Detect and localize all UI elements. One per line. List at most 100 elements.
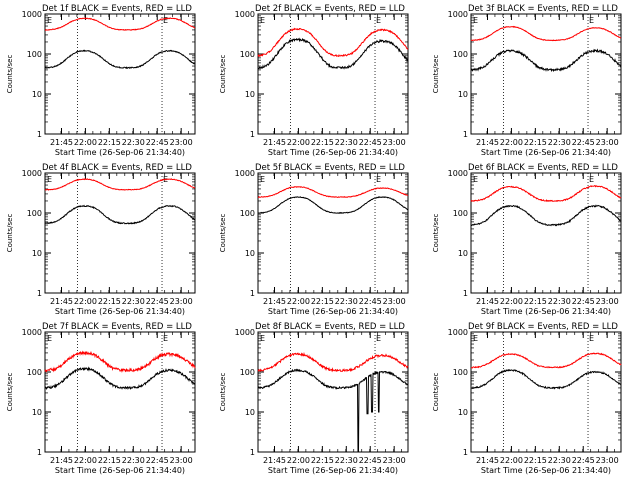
series-events-line [470, 48, 622, 73]
x-tick-label: 22:15 [98, 456, 121, 465]
corner-label: E [589, 175, 594, 184]
series-lld-line [470, 352, 622, 369]
corner-label: E [376, 16, 381, 25]
series-events-line [470, 204, 622, 227]
x-tick-label: 23:00 [170, 456, 193, 465]
series-events-line [257, 368, 409, 453]
x-axis-label: Start Time (26-Sep-06 21:34:40) [55, 466, 185, 475]
series-events-line [44, 49, 196, 70]
plot-frame [257, 331, 409, 453]
x-tick-label: 23:00 [383, 138, 406, 147]
plot-frame [470, 13, 622, 135]
panel-title: Det 6f BLACK = Events, RED = LLD [468, 163, 618, 173]
plot-frame [470, 331, 622, 453]
x-tick-label: 21:45 [476, 297, 499, 306]
x-axis-label: Start Time (26-Sep-06 21:34:40) [268, 307, 398, 316]
y-axis-label: Counts/sec [219, 214, 227, 253]
y-tick-label: 1000 [235, 10, 255, 19]
panel-8: Det 8f BLACK = Events, RED = LLD 1 10 100 10… [219, 322, 409, 475]
x-tick-label: 23:00 [596, 297, 619, 306]
y-tick-label: 1 [463, 289, 468, 298]
plot-frame [44, 13, 196, 135]
corner-label: E [473, 334, 478, 343]
y-tick-label: 1000 [22, 169, 42, 178]
panel-title: Det 7f BLACK = Events, RED = LLD [42, 322, 192, 332]
x-axis-label: Start Time (26-Sep-06 21:34:40) [268, 148, 398, 157]
x-tick-label: 22:45 [572, 297, 595, 306]
x-tick-label: 22:00 [287, 138, 310, 147]
y-tick-label: 100 [240, 368, 255, 377]
corner-label: E [260, 16, 265, 25]
panel-9: Det 9f BLACK = Events, RED = LLD 1 10 100 10… [432, 322, 622, 475]
y-tick-label: 100 [27, 209, 42, 218]
x-tick-label: 22:15 [524, 297, 547, 306]
panel-title: Det 3f BLACK = Events, RED = LLD [468, 4, 618, 14]
x-tick-label: 22:15 [311, 456, 334, 465]
x-axis-label: Start Time (26-Sep-06 21:34:40) [55, 307, 185, 316]
x-tick-label: 21:45 [50, 138, 73, 147]
panel-title: Det 9f BLACK = Events, RED = LLD [468, 322, 618, 332]
series-lld-line [258, 186, 409, 198]
corner-label: E [47, 175, 52, 184]
y-tick-label: 1 [37, 130, 42, 139]
series-lld-line [257, 27, 409, 58]
corner-label: E [589, 334, 594, 343]
series-lld-line [470, 184, 622, 203]
y-tick-label: 1 [37, 289, 42, 298]
corner-label: E [260, 334, 265, 343]
corner-label: E [260, 175, 265, 184]
panel-title: Det 4f BLACK = Events, RED = LLD [42, 163, 192, 173]
y-tick-label: 10 [32, 249, 42, 258]
x-tick-label: 22:15 [98, 138, 121, 147]
y-axis-label: Counts/sec [6, 373, 14, 412]
y-axis-label: Counts/sec [6, 214, 14, 253]
x-tick-label: 22:00 [74, 297, 97, 306]
panel-title: Det 1f BLACK = Events, RED = LLD [42, 4, 192, 14]
y-tick-label: 10 [245, 249, 255, 258]
corner-label: E [47, 334, 52, 343]
panel-6: Det 6f BLACK = Events, RED = LLD 1 10 100 10… [432, 163, 622, 316]
y-tick-label: 10 [32, 408, 42, 417]
y-axis-label: Counts/sec [6, 55, 14, 94]
x-tick-label: 22:30 [122, 456, 145, 465]
series-events-line [257, 37, 409, 70]
x-tick-label: 23:00 [596, 138, 619, 147]
x-tick-label: 21:45 [263, 297, 286, 306]
y-tick-label: 10 [458, 408, 468, 417]
x-tick-label: 21:45 [476, 456, 499, 465]
x-axis-label: Start Time (26-Sep-06 21:34:40) [481, 148, 611, 157]
panel-1: Det 1f BLACK = Events, RED = LLD 1 10 100 10… [6, 4, 196, 157]
y-tick-label: 10 [245, 90, 255, 99]
series-lld-line [45, 17, 196, 31]
x-tick-label: 21:45 [263, 456, 286, 465]
panel-title: Det 2f BLACK = Events, RED = LLD [255, 4, 405, 14]
x-tick-label: 22:45 [572, 138, 595, 147]
x-axis-label: Start Time (26-Sep-06 21:34:40) [481, 466, 611, 475]
y-tick-label: 1 [250, 289, 255, 298]
x-tick-label: 22:45 [359, 297, 382, 306]
panel-2: Det 2f BLACK = Events, RED = LLD 1 10 100 10… [219, 4, 409, 157]
x-tick-label: 22:00 [74, 138, 97, 147]
x-tick-label: 22:45 [146, 297, 169, 306]
x-tick-label: 23:00 [383, 456, 406, 465]
x-tick-label: 22:00 [500, 456, 523, 465]
corner-label: E [376, 175, 381, 184]
x-tick-label: 22:30 [335, 138, 358, 147]
panel-4: Det 4f BLACK = Events, RED = LLD 1 10 100 10… [6, 163, 196, 316]
y-tick-label: 100 [27, 368, 42, 377]
x-tick-label: 22:30 [335, 456, 358, 465]
x-tick-label: 22:45 [572, 456, 595, 465]
y-tick-label: 100 [453, 209, 468, 218]
x-tick-label: 22:30 [548, 138, 571, 147]
plot-frame [257, 13, 409, 135]
y-tick-label: 1000 [22, 328, 42, 337]
plot-frame [44, 331, 196, 453]
corner-label: E [47, 16, 52, 25]
y-axis-label: Counts/sec [432, 55, 440, 94]
x-tick-label: 21:45 [50, 456, 73, 465]
x-tick-label: 22:15 [311, 138, 334, 147]
y-tick-label: 100 [453, 368, 468, 377]
x-tick-label: 22:00 [500, 297, 523, 306]
x-tick-label: 22:15 [524, 138, 547, 147]
